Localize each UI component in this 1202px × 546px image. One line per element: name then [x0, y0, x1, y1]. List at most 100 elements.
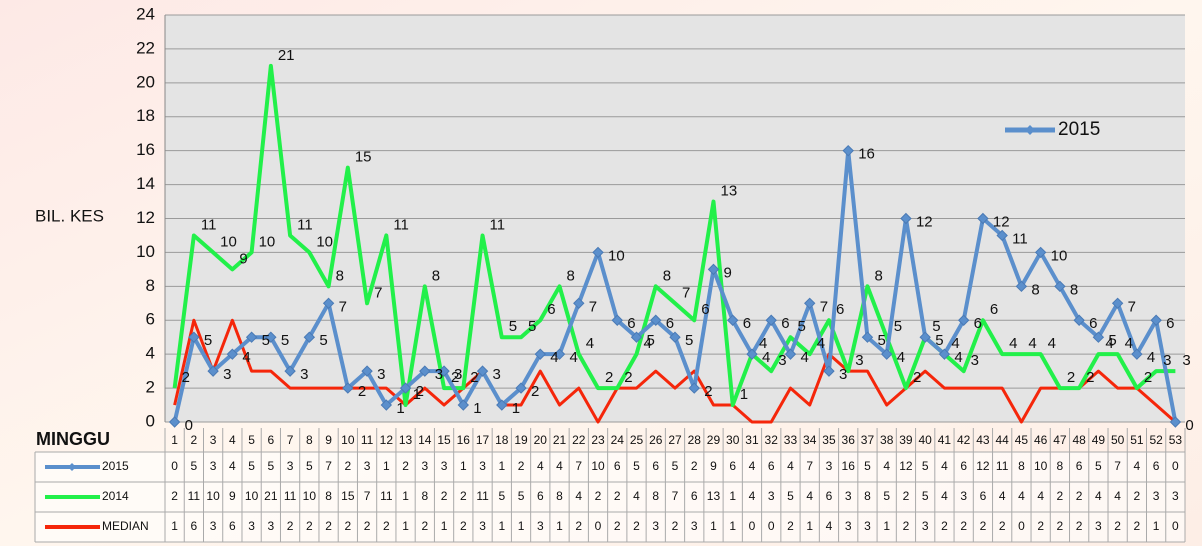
- data-label: 6: [781, 315, 789, 332]
- table-marker: [68, 463, 76, 471]
- table-cell: 12: [899, 459, 913, 473]
- data-label: 4: [586, 335, 594, 352]
- data-label: 2: [605, 369, 613, 386]
- x-tick-label: 22: [572, 433, 586, 447]
- table-cell: 2: [1037, 519, 1044, 533]
- x-tick-label: 34: [803, 433, 817, 447]
- table-cell: 7: [364, 489, 371, 503]
- table-cell: 1: [171, 519, 178, 533]
- data-label: 3: [223, 366, 231, 383]
- table-bg: [35, 452, 1185, 542]
- table-cell: 3: [1095, 519, 1102, 533]
- marker: [496, 399, 508, 411]
- table-cell: 2: [325, 519, 332, 533]
- table-cell: 7: [325, 459, 332, 473]
- data-label: 13: [720, 183, 737, 200]
- table-cell: 5: [922, 459, 929, 473]
- x-tick-label: 8: [306, 433, 313, 447]
- x-tick-label: 15: [437, 433, 451, 447]
- y-tick-label: 22: [136, 38, 155, 57]
- marker: [226, 348, 239, 360]
- table-cell: 3: [845, 519, 852, 533]
- table-cell: 2: [402, 459, 409, 473]
- x-tick-label: 24: [611, 433, 625, 447]
- data-label: 5: [319, 332, 327, 349]
- marker: [669, 331, 681, 343]
- x-tick-label: 19: [514, 433, 528, 447]
- table-cell: 4: [999, 489, 1006, 503]
- table-cell: 0: [768, 519, 775, 533]
- table-cell: 5: [268, 459, 275, 473]
- table-cell: 2: [1076, 489, 1083, 503]
- table-cell: 6: [768, 459, 775, 473]
- data-label: 6: [1166, 315, 1174, 332]
- table-cell: 5: [518, 489, 525, 503]
- y-tick-label: 0: [146, 411, 155, 430]
- data-label: 5: [509, 318, 517, 335]
- marker: [611, 314, 623, 326]
- table-cell: 3: [652, 519, 659, 533]
- x-tick-label: 4: [229, 433, 236, 447]
- x-tick-label: 18: [495, 433, 509, 447]
- table-cell: 0: [1018, 519, 1025, 533]
- table-cell: 2: [344, 519, 351, 533]
- table-cell: 1: [518, 519, 525, 533]
- table-cell: 11: [284, 489, 297, 503]
- data-label: 5: [894, 318, 902, 335]
- marker: [1150, 314, 1162, 326]
- table-cell: 5: [306, 459, 313, 473]
- table-cell: 2: [460, 489, 467, 503]
- table-cell: 4: [1018, 489, 1025, 503]
- marker: [746, 348, 758, 360]
- table-cell: 5: [787, 489, 794, 503]
- x-tick-label: 44: [995, 433, 1009, 447]
- marker: [804, 297, 816, 309]
- data-label: 8: [432, 267, 440, 284]
- table-cell: 3: [1153, 489, 1160, 503]
- table-cell: 2: [306, 519, 313, 533]
- data-label: 1: [512, 400, 520, 417]
- table-cell: 4: [1134, 459, 1141, 473]
- table-cell: 2: [980, 519, 987, 533]
- table-cell: 1: [883, 519, 890, 533]
- table-cell: 2: [999, 519, 1006, 533]
- table-cell: 3: [421, 459, 428, 473]
- marker: [303, 331, 316, 343]
- y-tick-label: 16: [136, 140, 155, 159]
- table-cell: 6: [980, 489, 987, 503]
- data-label: 4: [1009, 335, 1017, 352]
- data-label: 3: [971, 352, 979, 369]
- table-cell: 2: [171, 489, 178, 503]
- x-tick-label: 51: [1130, 433, 1144, 447]
- table-series-name: 2014: [102, 489, 129, 503]
- table-cell: 2: [960, 519, 967, 533]
- x-tick-label: 49: [1092, 433, 1106, 447]
- table-cell: 6: [652, 459, 659, 473]
- data-label: 3: [377, 366, 385, 383]
- data-label: 1: [413, 386, 421, 403]
- x-tick-label: 30: [726, 433, 740, 447]
- x-tick-label: 42: [957, 433, 971, 447]
- x-tick-label: 46: [1034, 433, 1048, 447]
- data-label: 10: [608, 247, 625, 264]
- marker: [1111, 297, 1124, 309]
- marker: [1131, 348, 1143, 360]
- x-tick-label: 20: [534, 433, 548, 447]
- table-cell: 6: [729, 459, 736, 473]
- data-label: 3: [454, 366, 462, 383]
- table-cell: 5: [922, 489, 929, 503]
- table-cell: 7: [575, 459, 582, 473]
- data-label: 3: [1163, 352, 1171, 369]
- x-tick-label: 28: [688, 433, 702, 447]
- table-cell: 11: [996, 459, 1009, 473]
- table-cell: 10: [206, 489, 220, 503]
- table-cell: 2: [614, 519, 621, 533]
- data-label: 2: [451, 369, 459, 386]
- legend-marker: [1025, 125, 1035, 135]
- table-cell: 3: [441, 459, 448, 473]
- data-label: 12: [916, 213, 933, 230]
- table-cell: 0: [1172, 519, 1179, 533]
- marker: [168, 416, 181, 428]
- table-cell: 3: [479, 459, 486, 473]
- marker: [399, 382, 412, 394]
